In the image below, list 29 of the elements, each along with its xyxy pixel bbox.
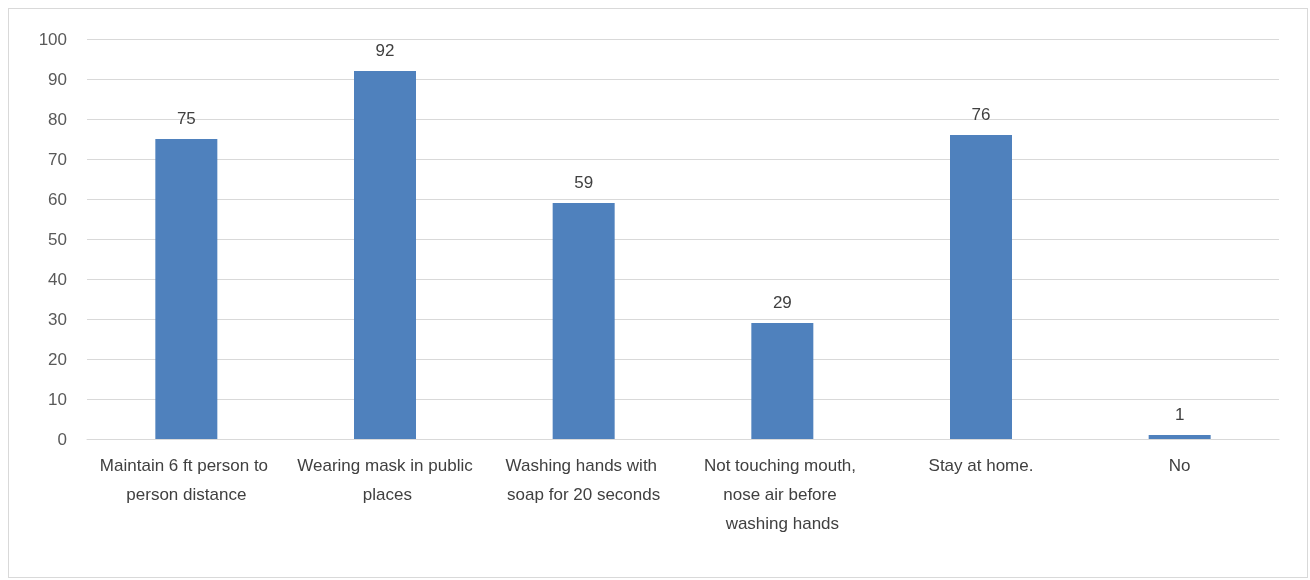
data-label: 59 <box>574 173 594 192</box>
bar <box>354 71 416 439</box>
y-tick-label: 0 <box>57 429 67 449</box>
bar <box>1148 435 1211 439</box>
bar <box>751 323 814 439</box>
data-label: 1 <box>1174 405 1185 424</box>
bar <box>552 203 615 439</box>
bar <box>155 139 218 439</box>
y-tick-label: 50 <box>48 229 67 249</box>
y-tick-label: 30 <box>48 309 67 329</box>
bar <box>950 135 1012 439</box>
data-label: 92 <box>375 41 395 60</box>
y-tick-label: 70 <box>48 149 67 169</box>
y-tick-label: 10 <box>48 389 67 409</box>
x-tick-label: Stay at home. <box>928 456 1034 475</box>
x-tick-label: No <box>1168 456 1191 475</box>
y-tick-label: 60 <box>48 189 67 209</box>
x-tick-label: Wearing mask in public places <box>297 456 474 504</box>
x-tick-label: Maintain 6 ft person to person distance <box>99 456 273 504</box>
y-tick-label: 80 <box>48 109 67 129</box>
x-tick-label: Not touching mouth, nose air before washing hands <box>703 456 861 533</box>
x-tick-label: Washing hands with soap for 20 seconds <box>505 456 662 504</box>
data-label: 29 <box>772 293 792 312</box>
data-label: 75 <box>176 109 196 128</box>
y-tick-label: 20 <box>48 349 67 369</box>
y-tick-label: 40 <box>48 269 67 289</box>
y-tick-label: 90 <box>48 69 67 89</box>
y-tick-label: 100 <box>38 29 67 49</box>
data-label: 76 <box>971 105 991 124</box>
